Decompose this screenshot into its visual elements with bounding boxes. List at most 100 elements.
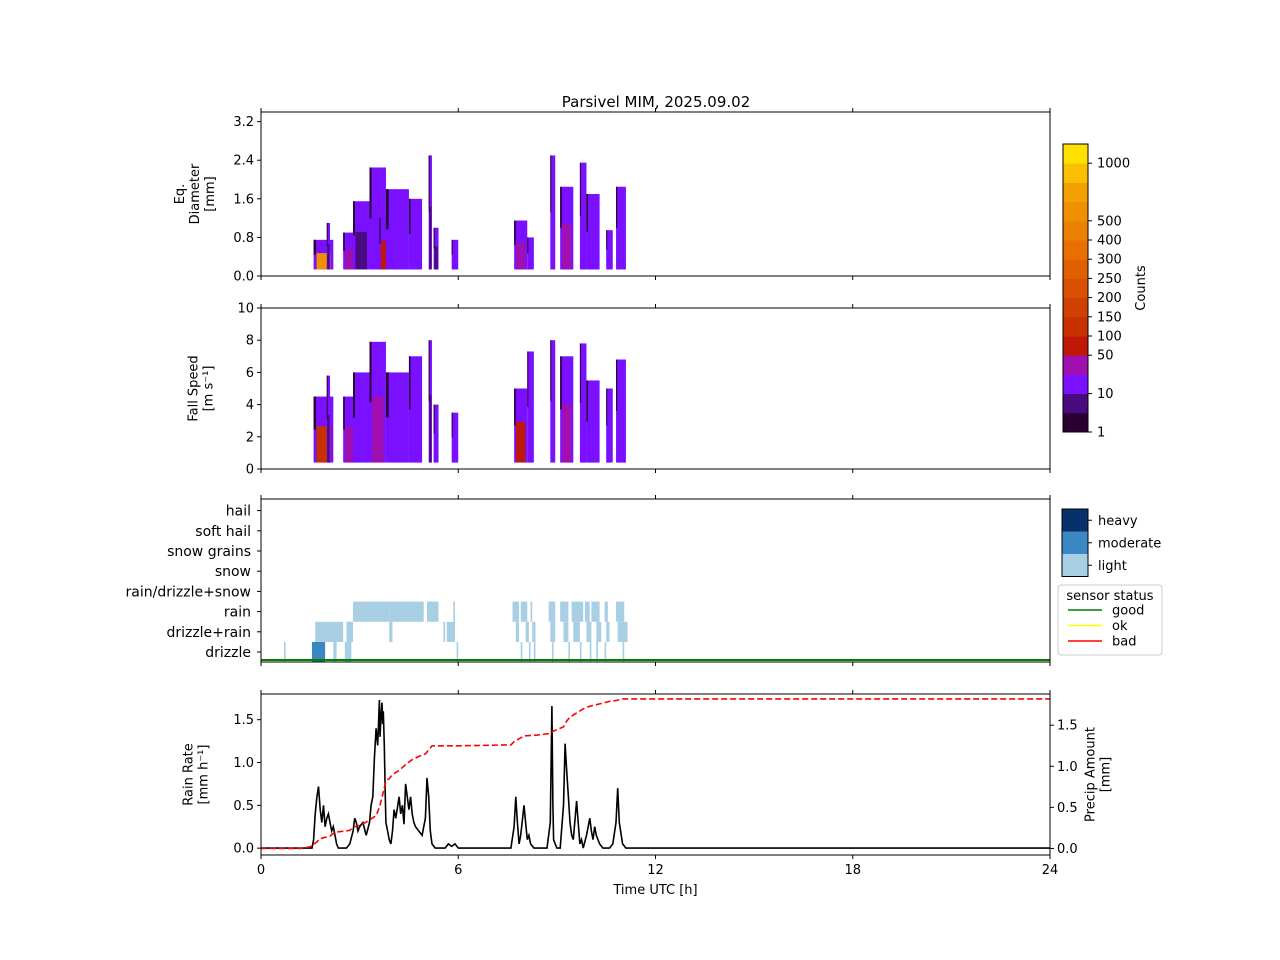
heatmap-cell — [580, 397, 586, 463]
heatmap-cell — [514, 388, 516, 426]
heatmap-cell — [389, 225, 406, 270]
heatmap-cell — [527, 351, 529, 408]
precip-type-segment — [584, 601, 590, 622]
precip-type-segment — [443, 621, 446, 642]
heatmap-cell — [389, 412, 406, 463]
heatmap-cell — [451, 412, 453, 438]
precip-type-segment — [520, 642, 523, 663]
heatmap-cell — [452, 253, 458, 270]
heatmap-cell — [514, 220, 516, 245]
heatmap-cell — [379, 218, 381, 244]
heatmap-cell — [580, 210, 586, 270]
y-tick-label: 10 — [237, 302, 254, 317]
precip-type-segment — [532, 621, 536, 642]
heatmap-cell — [327, 414, 330, 463]
precip-type-segment — [550, 621, 556, 642]
precip-type-segment — [530, 601, 533, 622]
colorbar-swatch — [1063, 355, 1088, 375]
precip-type-segment — [560, 601, 569, 622]
colorbar-tick-label: 100 — [1097, 330, 1122, 345]
colorbar-frame — [1062, 143, 1089, 433]
y-tick-label: 3.2 — [233, 115, 254, 130]
heatmap-cell — [551, 395, 555, 463]
colorbar-tick-label: 400 — [1097, 234, 1122, 249]
intensity-legend-label: moderate — [1098, 536, 1161, 551]
colorbar-swatch — [1063, 259, 1088, 279]
precip-type-segment — [579, 642, 582, 663]
y-tick-label: 0.0 — [233, 842, 254, 857]
category-label: drizzle — [205, 645, 251, 661]
precip-type-segment — [548, 601, 556, 622]
heatmap-cell — [560, 186, 562, 229]
precip-type-panel-frame — [260, 498, 1051, 663]
heatmap-cell — [606, 230, 608, 250]
heatmap-cell — [345, 249, 355, 270]
colorbar-tick-label: 200 — [1097, 291, 1122, 306]
rain-rate-axis-label: Rain Rate — [182, 743, 197, 806]
precip-type-segment — [528, 642, 531, 663]
y-tick-label: 1.0 — [233, 756, 254, 771]
heatmap-cell — [429, 206, 432, 270]
precip-type-segment — [551, 642, 554, 663]
heatmap-cell — [433, 404, 435, 434]
heatmap-cell — [560, 356, 562, 410]
category-label: hail — [226, 504, 251, 520]
intensity-legend-label: light — [1098, 559, 1127, 574]
category-label: rain — [224, 605, 251, 621]
y-tick-label: 0.5 — [233, 799, 254, 814]
category-label: snow grains — [167, 544, 251, 560]
heatmap-cell — [326, 375, 328, 420]
heatmap-cell — [353, 372, 356, 418]
colorbar-tick-label: 150 — [1097, 310, 1122, 325]
heatmap-cell — [353, 201, 356, 236]
status-legend-label: good — [1112, 604, 1144, 619]
precip-type-segment — [446, 621, 455, 642]
precip-type-segment — [604, 642, 607, 663]
diameter-axis-label: [mm] — [203, 176, 218, 211]
heatmap-cell — [410, 230, 421, 270]
rain-rate-axis-label: [mm h⁻¹] — [197, 745, 212, 805]
precip-type-segment — [315, 621, 344, 642]
heatmap-cell — [434, 246, 438, 270]
precip-type-segment — [453, 601, 455, 622]
diameter-axis-label: Eq. — [173, 184, 188, 205]
precip-type-segment — [389, 601, 424, 622]
intensity-legend-swatch — [1062, 554, 1088, 577]
precip-type-segment — [571, 601, 584, 622]
y2-tick-label: 0.5 — [1057, 801, 1078, 816]
precip-type-segment — [589, 642, 592, 663]
heatmap-cell — [616, 186, 618, 229]
heatmap-cell — [369, 341, 372, 403]
status-legend-box — [1057, 584, 1163, 656]
heatmap-cell — [428, 340, 430, 402]
heatmap-cell — [313, 239, 316, 255]
heatmap-cell — [429, 395, 432, 463]
colorbar-tick-label: 500 — [1097, 214, 1122, 229]
precip-type-segment — [353, 601, 390, 622]
category-label: soft hail — [195, 524, 251, 540]
precip-type-segment — [533, 642, 536, 663]
y-tick-label: 4 — [246, 398, 254, 413]
fall-speed-axis-label: [m s⁻¹] — [202, 366, 217, 412]
precip-type-segment — [427, 601, 439, 622]
precip-type-segment — [606, 621, 610, 642]
category-label: drizzle+rain — [166, 625, 251, 641]
x-axis-label: Time UTC [h] — [612, 883, 697, 898]
heatmap-cell — [562, 223, 572, 270]
x-tick-label: 18 — [844, 863, 861, 878]
y-tick-label: 1.5 — [233, 713, 254, 728]
precip-type-segment — [284, 642, 286, 663]
heatmap-cell — [434, 430, 438, 463]
colorbar-tick-label: 1 — [1097, 426, 1105, 441]
x-tick-label: 6 — [454, 863, 462, 878]
heatmap-cell — [579, 162, 581, 217]
x-tick-label: 24 — [1042, 863, 1059, 878]
y-tick-label: 0.8 — [233, 231, 254, 246]
y2-tick-label: 1.5 — [1057, 719, 1078, 734]
diameter-axis-label: Diameter — [188, 163, 203, 224]
heatmap-cell — [586, 380, 589, 422]
heatmap-cell — [586, 194, 589, 232]
colorbar-swatch — [1063, 163, 1088, 183]
heatmap-cell — [343, 232, 345, 252]
heatmap-cell — [516, 421, 526, 463]
